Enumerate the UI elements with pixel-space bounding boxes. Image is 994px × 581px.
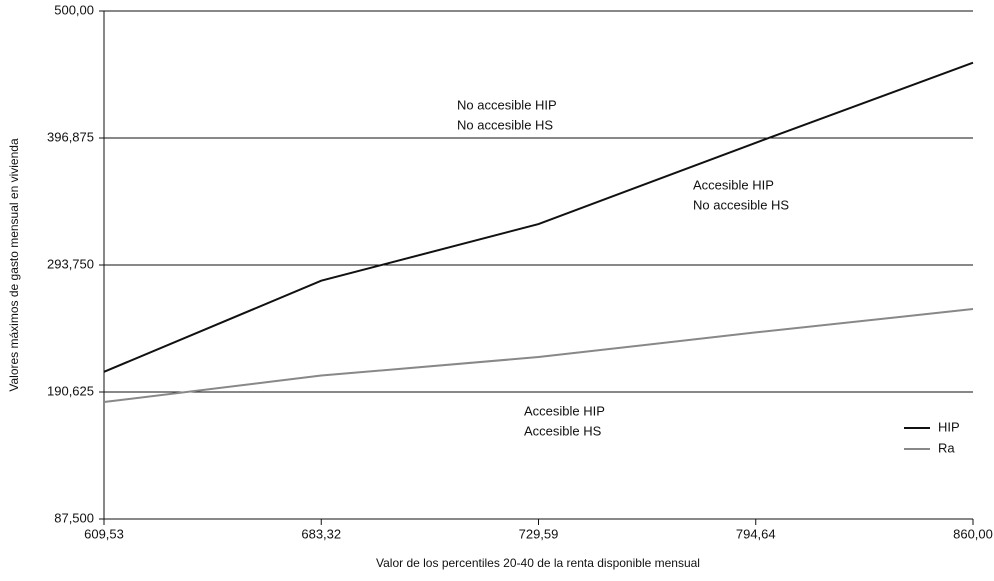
- annotation: No accesible HS: [693, 197, 789, 212]
- x-tick-label: 609,53: [84, 526, 124, 541]
- y-tick-label: 190,625: [47, 383, 94, 398]
- x-tick-label: 729,59: [519, 526, 559, 541]
- x-tick-label: 683,32: [301, 526, 341, 541]
- annotation: No accesible HS: [457, 117, 553, 132]
- y-tick-label: 500,00: [54, 2, 94, 17]
- series-line: [103, 308, 974, 403]
- legend-label: Ra: [938, 440, 955, 455]
- series-line: [103, 61, 974, 373]
- x-tick-label: 860,00: [953, 526, 993, 541]
- annotation: Accesible HIP: [693, 177, 774, 192]
- x-axis-title: Valor de los percentiles 20-40 de la ren…: [376, 556, 700, 570]
- y-tick-label: 293,750: [47, 256, 94, 271]
- legend-label: HIP: [938, 419, 960, 434]
- annotation: Accesible HIP: [524, 403, 605, 418]
- y-tick-label: 396,875: [47, 129, 94, 144]
- y-axis-title: Valores máximos de gasto mensual en vivi…: [7, 138, 21, 392]
- y-tick-label: 87,500: [54, 510, 94, 525]
- annotation: Accesible HS: [524, 423, 602, 438]
- annotation: No accesible HIP: [457, 97, 557, 112]
- x-tick-label: 794,64: [736, 526, 776, 541]
